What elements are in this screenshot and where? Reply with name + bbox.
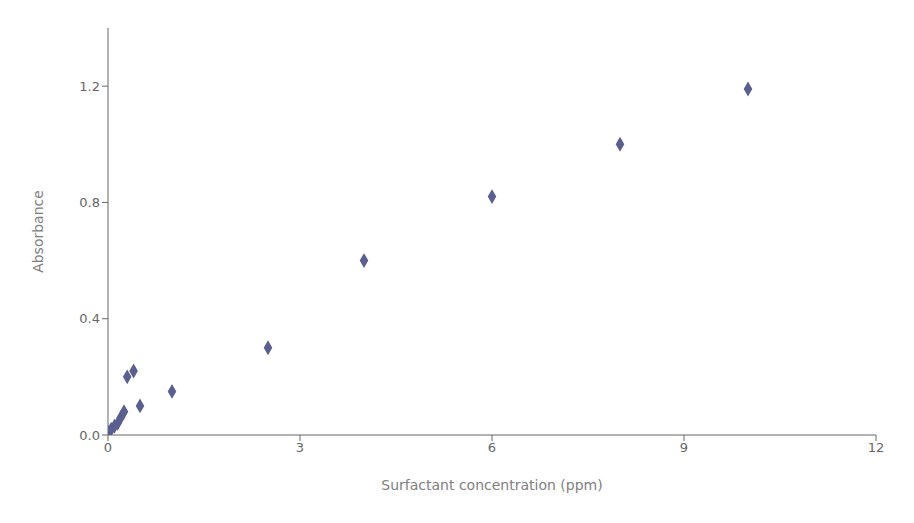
svg-text:0.0: 0.0 [79, 428, 100, 443]
svg-text:12: 12 [868, 440, 885, 455]
svg-text:6: 6 [488, 440, 496, 455]
svg-text:0.4: 0.4 [79, 311, 100, 326]
svg-text:0: 0 [104, 440, 112, 455]
svg-text:9: 9 [680, 440, 688, 455]
svg-text:Surfactant concentration (ppm): Surfactant concentration (ppm) [381, 477, 602, 493]
svg-text:3: 3 [296, 440, 304, 455]
svg-text:1.2: 1.2 [79, 79, 100, 94]
svg-text:Absorbance: Absorbance [30, 190, 46, 273]
svg-text:0.8: 0.8 [79, 195, 100, 210]
